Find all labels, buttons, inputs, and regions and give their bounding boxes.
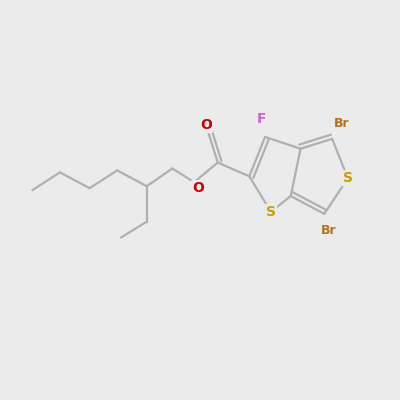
Text: F: F bbox=[256, 112, 266, 126]
Text: O: O bbox=[200, 118, 212, 132]
Text: Br: Br bbox=[334, 117, 350, 130]
Text: S: S bbox=[343, 171, 353, 185]
Text: O: O bbox=[192, 181, 204, 195]
Text: Br: Br bbox=[320, 224, 336, 237]
Text: S: S bbox=[266, 205, 276, 219]
